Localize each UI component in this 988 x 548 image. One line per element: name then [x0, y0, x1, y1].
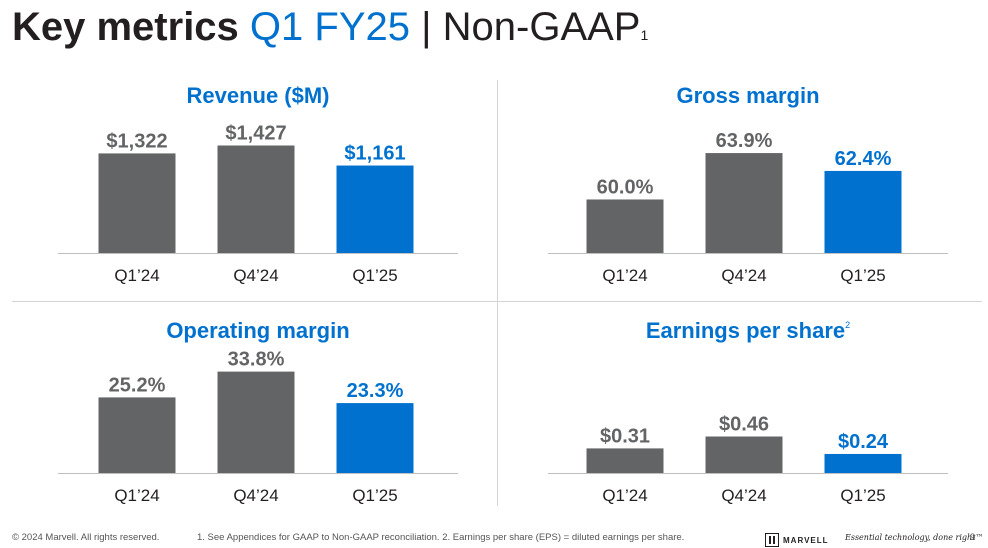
category-label: Q1’24	[114, 486, 159, 505]
gross-margin-chart-title: Gross margin	[676, 83, 820, 108]
eps-chart: $0.31 Q1’24 $0.46 Q4’24 $0.24 Q1’25	[548, 414, 948, 505]
eps-chart-title: Earnings per share2	[548, 318, 948, 344]
marvell-logo-mark	[765, 533, 779, 547]
copyright: © 2024 Marvell. All rights reserved.	[12, 532, 160, 543]
revenue-panel: Revenue ($M) $1,322 Q1’24 $1,427 Q4’24 $1,16…	[58, 80, 458, 295]
category-label: Q1’24	[602, 266, 647, 285]
bar	[217, 145, 295, 253]
bar	[705, 436, 783, 473]
data-label: 62.4%	[835, 148, 892, 170]
slide-title: Key metrics Q1 FY25 | Non-GAAP1	[12, 2, 648, 52]
bar	[336, 403, 414, 473]
operating-margin-chart: 25.2% Q1’24 33.8% Q4’24 23.3% Q1’25	[58, 349, 458, 505]
title-main: Key metrics	[12, 5, 239, 49]
operating-margin-chart-title: Operating margin	[166, 318, 350, 343]
revenue-chart: $1,322 Q1’24 $1,427 Q4’24 $1,161 Q1’25	[58, 122, 458, 285]
marvell-logo-text: MARVELL	[783, 535, 829, 545]
vertical-divider	[497, 80, 498, 506]
eps-footnote-marker: 2	[845, 320, 851, 330]
bar	[336, 165, 414, 253]
data-label: 33.8%	[228, 349, 285, 371]
bar	[824, 170, 902, 253]
category-label: Q1’25	[352, 486, 397, 505]
title-period: Q1 FY25	[249, 5, 410, 49]
horizontal-divider	[12, 301, 982, 302]
bar	[824, 453, 902, 473]
footnotes: 1. See Appendices for GAAP to Non-GAAP r…	[197, 532, 685, 543]
category-label: Q4’24	[233, 266, 278, 285]
title-footnote-marker: 1	[640, 27, 649, 43]
data-label: 60.0%	[597, 176, 654, 198]
category-label: Q4’24	[721, 266, 766, 285]
category-label: Q1’25	[840, 266, 885, 285]
data-label: 25.2%	[109, 374, 166, 396]
data-label: $1,427	[225, 122, 286, 144]
data-label: $1,322	[106, 130, 167, 152]
bar	[705, 153, 783, 253]
bar	[98, 153, 176, 253]
gross-margin-panel: Gross margin 60.0% Q1’24 63.9% Q4’24 62.4% Q1…	[548, 80, 948, 295]
revenue-chart-title: Revenue ($M)	[186, 83, 330, 108]
eps-chart-title-text: Earnings per share	[645, 318, 846, 343]
data-label: $0.24	[838, 431, 889, 453]
data-label: $0.31	[600, 425, 650, 447]
bar	[98, 397, 176, 473]
title-suffix: | Non-GAAP	[421, 5, 641, 49]
bar	[586, 199, 664, 253]
operating-margin-panel: Operating margin 25.2% Q1’24 33.8% Q4’24 23.…	[58, 315, 458, 515]
category-label: Q1’25	[352, 266, 397, 285]
marvell-logo: MARVELL	[765, 533, 829, 547]
category-label: Q4’24	[233, 486, 278, 505]
category-label: Q1’24	[602, 486, 647, 505]
gross-margin-chart: 60.0% Q1’24 63.9% Q4’24 62.4% Q1’25	[548, 130, 948, 285]
category-label: Q4’24	[721, 486, 766, 505]
bar	[217, 371, 295, 473]
data-label: 63.9%	[716, 130, 773, 152]
page-number: 9	[970, 532, 976, 543]
category-label: Q1’25	[840, 486, 885, 505]
data-label: 23.3%	[347, 380, 404, 402]
tagline: Essential technology, done right™	[845, 533, 984, 542]
data-label: $1,161	[344, 143, 405, 165]
data-label: $0.46	[719, 414, 769, 436]
bar	[586, 448, 664, 473]
eps-panel: Earnings per share2 $0.31 Q1’24 $0.46 Q4’24…	[548, 315, 948, 515]
category-label: Q1’24	[114, 266, 159, 285]
